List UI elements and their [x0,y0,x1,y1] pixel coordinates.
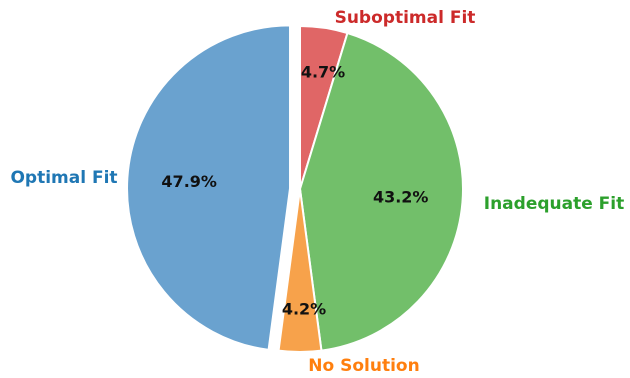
pie-slice-inadequate-fit [298,31,464,352]
pie-slices [126,24,464,353]
percent-label: 43.2% [373,188,429,207]
category-label: Optimal Fit [10,168,117,188]
percent-label: 4.7% [301,63,345,82]
category-label: No Solution [308,356,419,376]
category-label: Suboptimal Fit [335,8,476,28]
pie-slice-no-solution [277,188,323,353]
percent-labels: 4.7% 43.2% 4.2% 47.9% [161,63,428,319]
category-labels: Suboptimal Fit Inadequate Fit No Solution O… [10,8,624,376]
category-label: Inadequate Fit [484,194,624,214]
pie-slice-optimal-fit [126,24,292,352]
percent-label: 47.9% [161,172,217,191]
percent-label: 4.2% [282,300,326,319]
